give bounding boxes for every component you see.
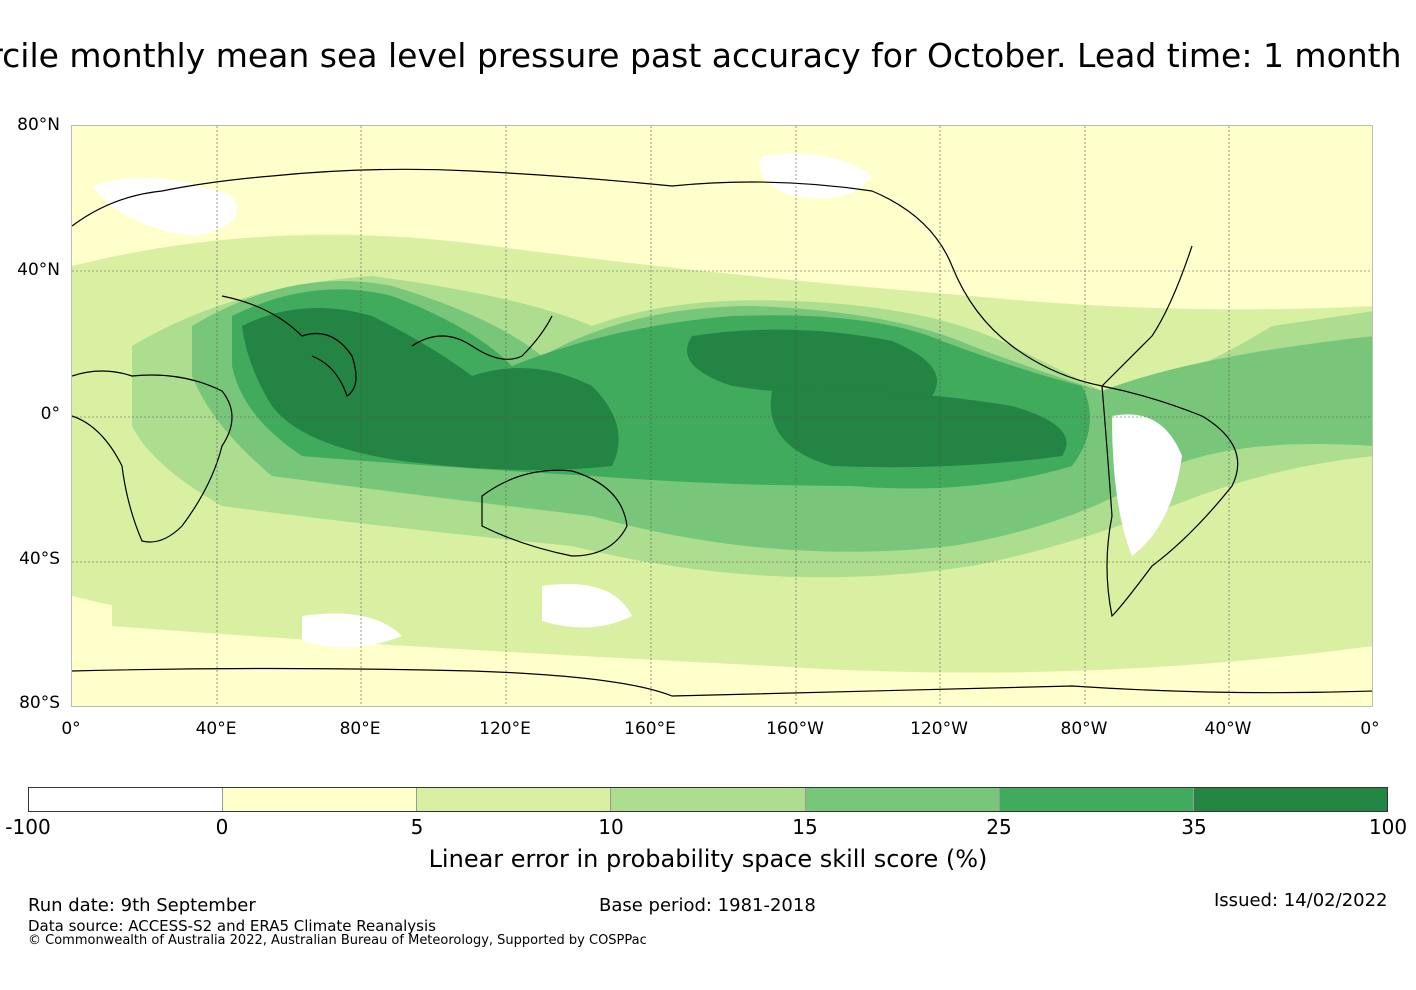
colorbar-tick: 5 (410, 815, 424, 839)
lon-label-0: 0° (61, 719, 81, 739)
data-source: Data source: ACCESS-S2 and ERA5 Climate … (28, 917, 436, 935)
colorbar-segment (222, 788, 417, 811)
skill-map (71, 125, 1373, 707)
colorbar-tick: 100 (1368, 815, 1408, 839)
colorbar-segment (610, 788, 805, 811)
colorbar-tick: -100 (5, 815, 51, 839)
colorbar-tick: 35 (1181, 815, 1207, 839)
colorbar-segment (29, 788, 223, 811)
colorbar-label: Linear error in probability space skill … (428, 845, 988, 873)
lon-label-120w: 120°W (910, 719, 968, 739)
colorbar-tick: 10 (598, 815, 624, 839)
lon-label-160w: 160°W (766, 719, 824, 739)
lon-label-80w: 80°W (1060, 719, 1108, 739)
colorbar-segment (804, 788, 999, 811)
copyright: © Commonwealth of Australia 2022, Austra… (28, 933, 647, 948)
colorbar-tick: 15 (792, 815, 818, 839)
colorbar-tick: 0 (215, 815, 229, 839)
lat-label-80n: 80°N (17, 115, 60, 135)
colorbar (28, 787, 1388, 812)
lat-label-40n: 40°N (17, 260, 60, 280)
base-period: Base period: 1981-2018 (599, 895, 816, 916)
chart-title-text: Tercile monthly mean sea level pressure … (0, 36, 1402, 75)
lon-label-120e: 120°E (479, 719, 531, 739)
skill-map-svg (72, 126, 1372, 706)
issued-date: Issued: 14/02/2022 (1214, 890, 1388, 911)
colorbar-segment (416, 788, 611, 811)
run-date: Run date: 9th September (28, 895, 256, 916)
chart-title: Tercile monthly mean sea level pressure … (0, 36, 1416, 75)
lat-label-equator: 0° (40, 404, 60, 424)
colorbar-segment (1192, 788, 1387, 811)
lat-label-40s: 40°S (19, 549, 60, 569)
colorbar-segment (998, 788, 1193, 811)
lat-label-80s: 80°S (19, 693, 60, 713)
colorbar-tick: 25 (986, 815, 1012, 839)
lon-label-160e: 160°E (624, 719, 676, 739)
lon-label-40e: 40°E (195, 719, 237, 739)
lon-label-80e: 80°E (339, 719, 381, 739)
lon-label-360: 0° (1360, 719, 1380, 739)
lon-label-40w: 40°W (1204, 719, 1252, 739)
